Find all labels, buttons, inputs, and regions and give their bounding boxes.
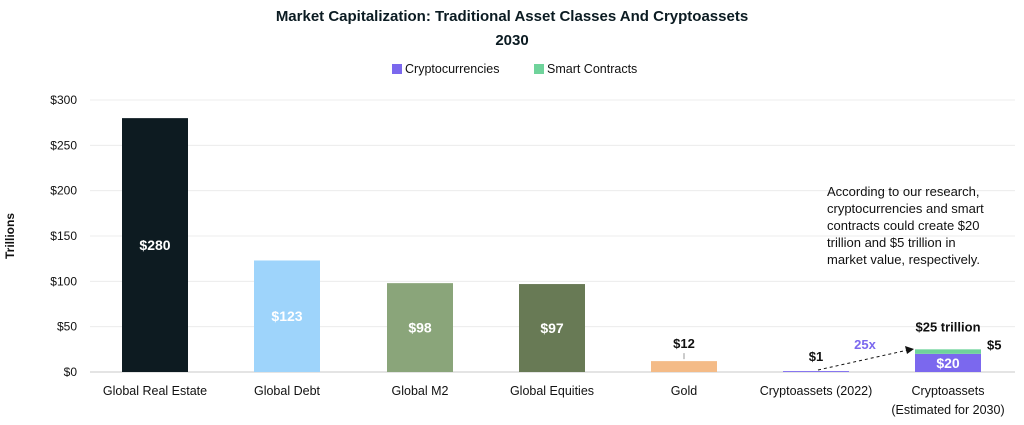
x-axis-categories: Global Real Estate Global Debt Global M2 Gl… <box>103 384 1005 417</box>
y-tick-label: $250 <box>50 138 77 152</box>
bar-value-label: $1 <box>809 349 823 364</box>
chart-title: Market Capitalization: Traditional Asset… <box>276 8 748 25</box>
y-tick-label: $200 <box>50 184 77 198</box>
y-tick-label: $150 <box>50 229 77 243</box>
x-category-label: Cryptoassets (2022) <box>760 384 873 398</box>
bar <box>254 260 320 372</box>
gridlines <box>90 99 1015 373</box>
x-category-label: Global M2 <box>392 384 449 398</box>
annotation-line: market value, respectively. <box>827 252 980 267</box>
bar-value-label: $123 <box>271 308 302 324</box>
growth-arrow-line <box>817 349 909 371</box>
y-tick-label: $300 <box>50 93 77 107</box>
bar-value-label: $12 <box>673 336 695 351</box>
x-category-label-line2: (Estimated for 2030) <box>891 403 1004 417</box>
growth-arrow: 25x <box>817 337 914 371</box>
bar <box>387 283 453 372</box>
annotation-line: contracts could create $20 <box>827 218 979 233</box>
bar-value-label: $20 <box>936 355 960 371</box>
bar <box>783 371 849 372</box>
legend-swatch-cryptocurrencies <box>392 64 402 74</box>
bar <box>519 284 585 372</box>
y-tick-label: $0 <box>64 365 78 379</box>
chart-subtitle: 2030 <box>495 32 528 49</box>
annotation-line: cryptocurrencies and smart <box>827 201 984 216</box>
research-annotation: According to our research, cryptocurrenci… <box>827 184 984 267</box>
growth-multiple-label: 25x <box>854 337 876 352</box>
bar-value-label: $98 <box>408 320 432 336</box>
x-category-label: Cryptoassets <box>912 384 985 398</box>
legend-label-cryptocurrencies: Cryptocurrencies <box>405 62 499 76</box>
bar-segment <box>915 353 981 372</box>
y-tick-label: $50 <box>57 320 77 334</box>
x-category-label: Global Equities <box>510 384 594 398</box>
x-category-label: Global Debt <box>254 384 321 398</box>
y-tick-label: $100 <box>50 274 77 288</box>
legend-label-smart-contracts: Smart Contracts <box>547 62 637 76</box>
x-category-label: Global Real Estate <box>103 384 207 398</box>
legend: Cryptocurrencies Smart Contracts <box>392 62 637 76</box>
bars: $280 $123 $98 $97 $12 $1 $20 $5 $25 trillion <box>122 118 1001 372</box>
bar-segment <box>915 349 981 354</box>
bar-value-label: $5 <box>987 338 1001 353</box>
bar <box>651 361 717 372</box>
annotation-line: trillion and $5 trillion in <box>827 235 956 250</box>
legend-swatch-smart-contracts <box>534 64 544 74</box>
bar-total-label: $25 trillion <box>915 319 980 334</box>
bar-value-label: $280 <box>139 237 170 253</box>
y-axis-ticks: $0 $50 $100 $150 $200 $250 $300 <box>50 93 77 379</box>
y-axis-label: Trillions <box>3 213 17 259</box>
x-category-label: Gold <box>671 384 697 398</box>
growth-arrow-head <box>905 346 914 354</box>
bar <box>122 118 188 372</box>
annotation-line: According to our research, <box>827 184 979 199</box>
bar-value-label: $97 <box>540 320 564 336</box>
